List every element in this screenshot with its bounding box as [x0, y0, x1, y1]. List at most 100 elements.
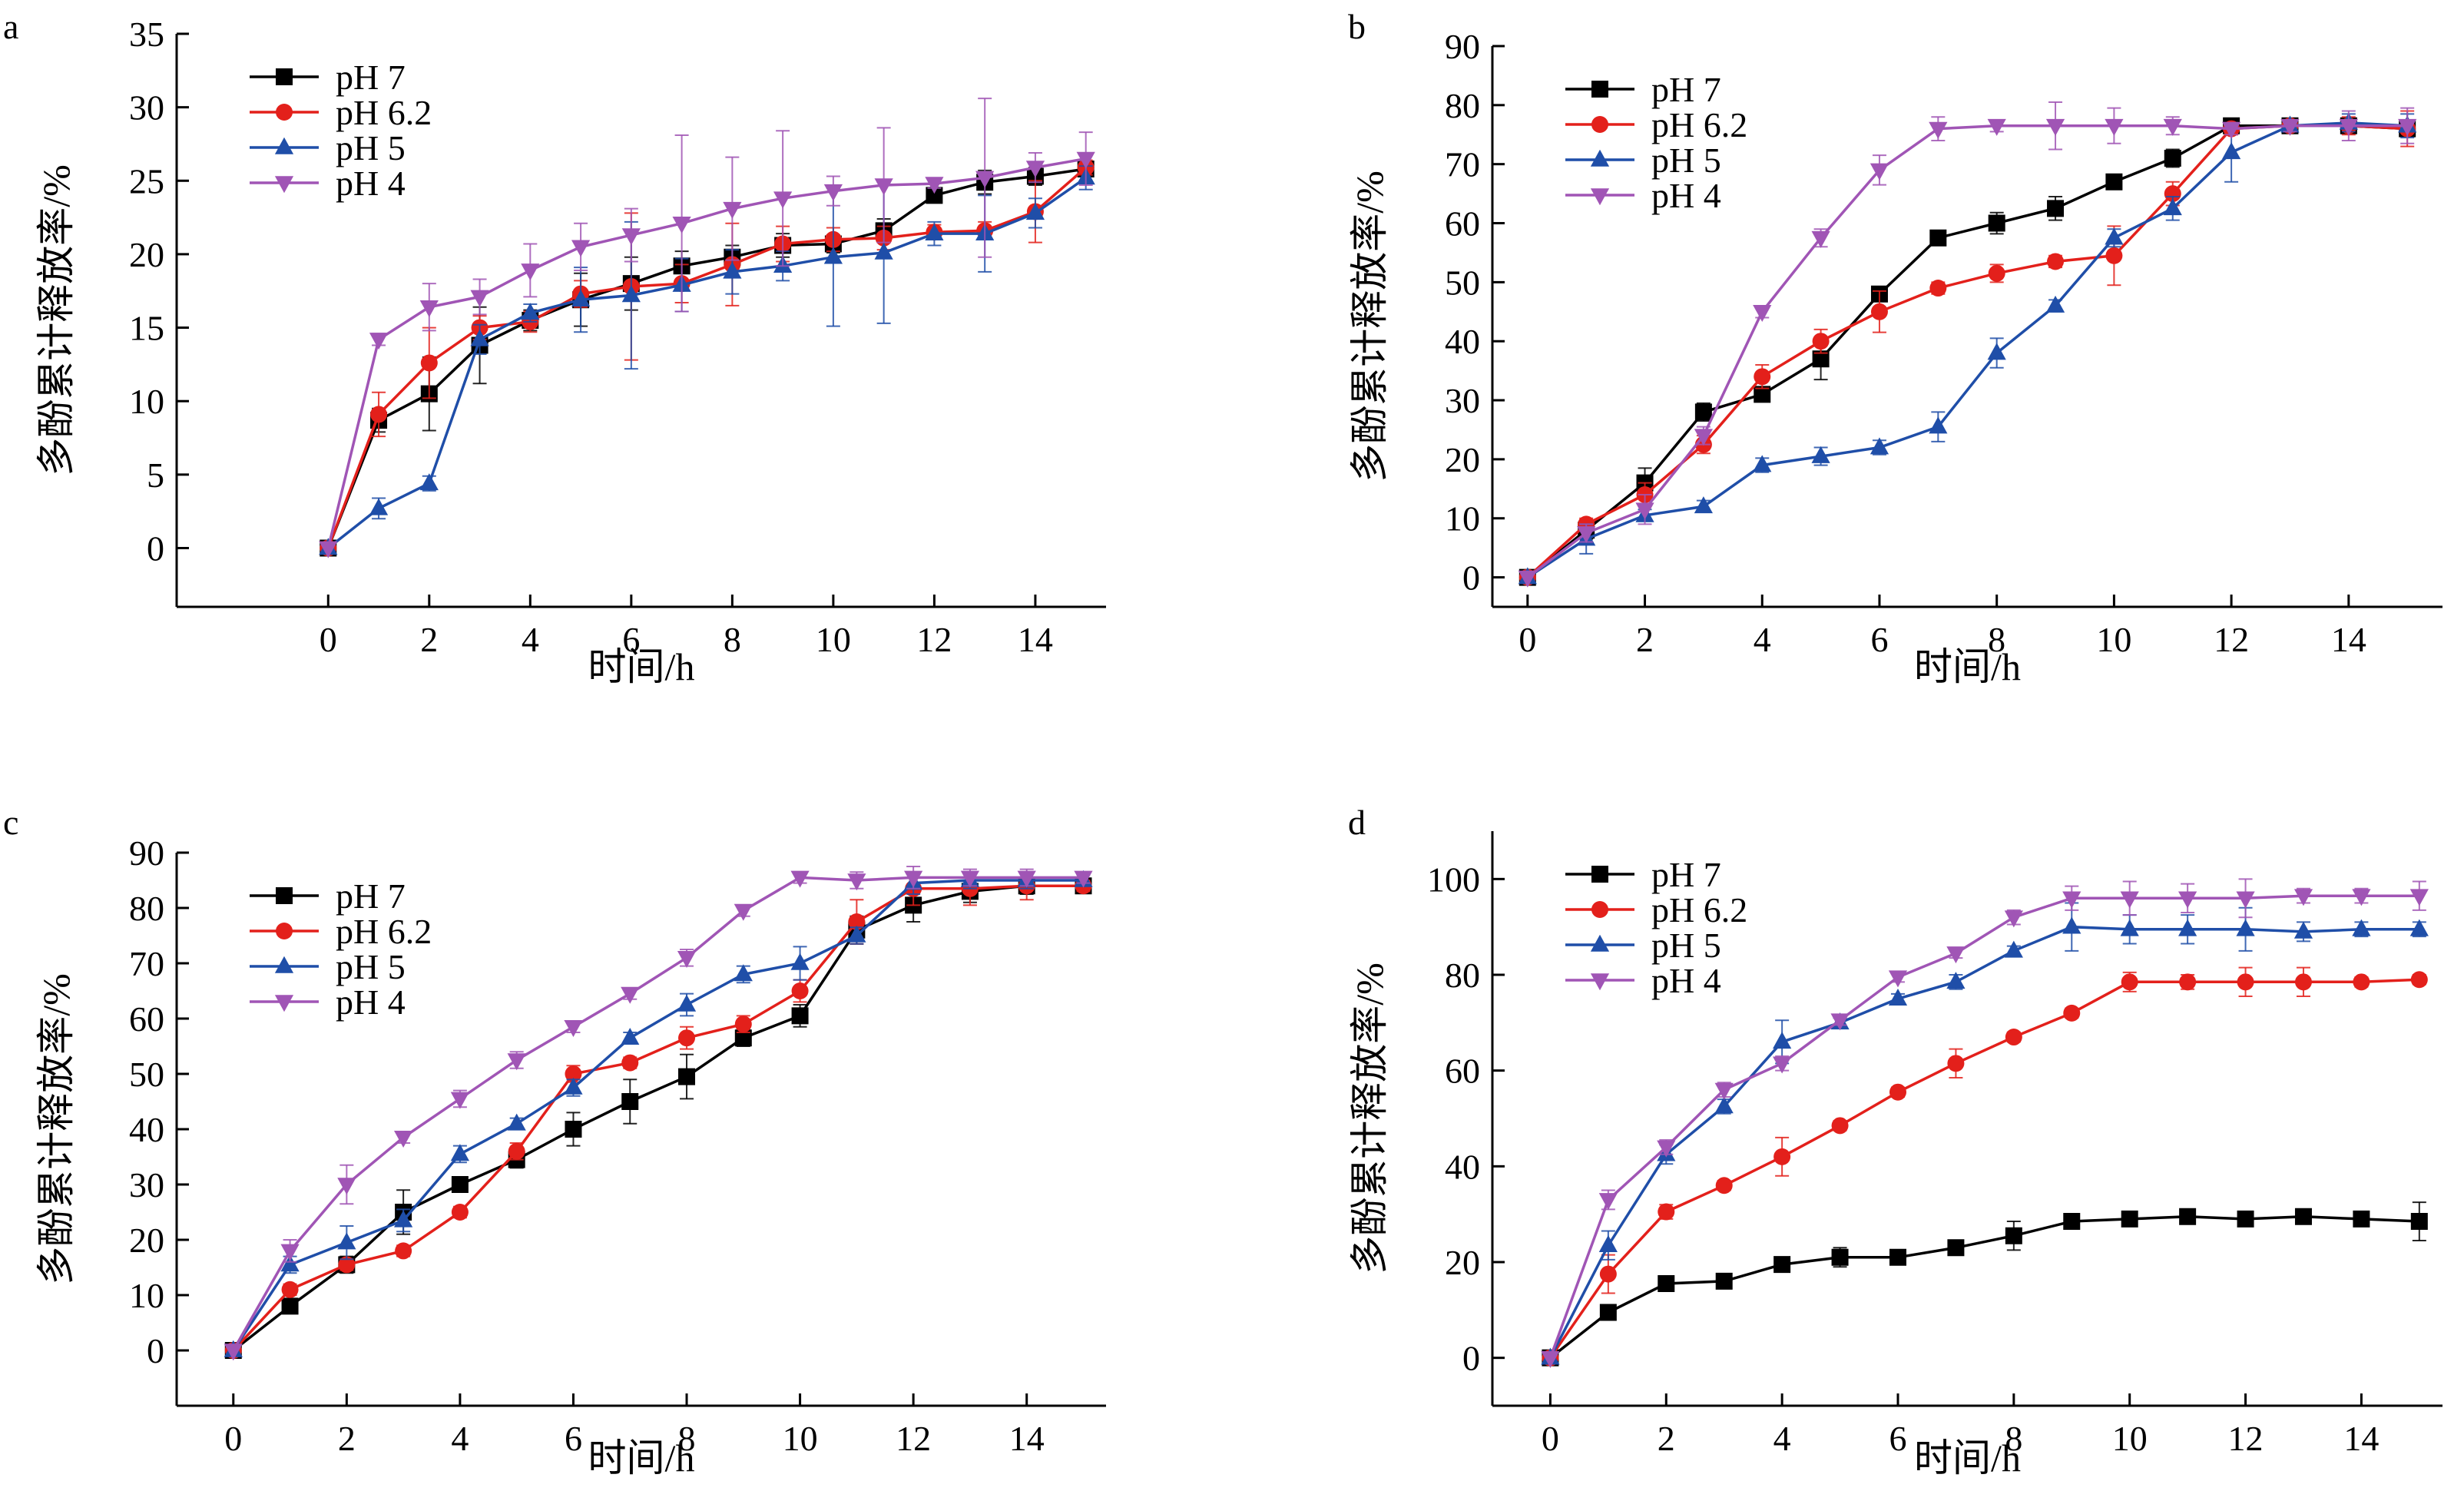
- y-tick-label: 80: [129, 889, 164, 928]
- series-line: [327, 177, 1087, 549]
- x-tick-label: 12: [896, 1419, 931, 1458]
- data-point: [450, 1144, 470, 1161]
- y-tick-label: 25: [129, 161, 164, 200]
- data-point: [773, 191, 793, 209]
- legend-marker: [276, 923, 293, 939]
- data-point: [621, 1028, 640, 1045]
- chart-b: b 0 10 20 30 40 50 60 70 80 90 0 2 4 6 8 10 12 14 时间/h 多酚累计释…: [1348, 7, 2442, 688]
- series-line: [232, 876, 1084, 1351]
- series-ph-5: [319, 165, 1095, 555]
- data-point: [2063, 1213, 2081, 1231]
- x-tick-label: 0: [1518, 620, 1536, 659]
- series-line: [326, 166, 1087, 549]
- data-point: [571, 290, 591, 307]
- data-point: [1988, 264, 2005, 282]
- legend-label: pH 6.2: [1651, 890, 1747, 929]
- data-point: [394, 1210, 413, 1228]
- y-tick-label: 0: [1462, 1339, 1480, 1378]
- x-tick-label: 14: [2331, 620, 2366, 659]
- data-point: [1831, 1248, 1849, 1266]
- data-point: [1541, 1350, 1560, 1368]
- data-point: [621, 1054, 639, 1072]
- x-tick-label: 8: [2005, 1419, 2022, 1458]
- series-ph-4: [224, 866, 1093, 1361]
- data-point: [2353, 1210, 2370, 1228]
- legend-marker: [276, 68, 293, 85]
- legend-label: pH 4: [1651, 961, 1721, 1000]
- series-line: [1548, 925, 2419, 1359]
- data-point: [1025, 203, 1045, 220]
- legend-marker: [274, 176, 294, 194]
- y-tick-label: 100: [1427, 860, 1480, 899]
- data-point: [2352, 889, 2371, 906]
- data-point: [1657, 1140, 1676, 1158]
- y-tick-label: 0: [1462, 558, 1480, 598]
- x-tick-label: 2: [420, 620, 438, 659]
- legend-marker: [1590, 973, 1610, 991]
- data-point: [2294, 973, 2312, 991]
- series-ph-7: [1542, 1201, 2428, 1367]
- legend-marker: [276, 887, 293, 904]
- series-line: [1526, 121, 2408, 579]
- y-tick-label: 20: [1445, 440, 1480, 479]
- y-tick-label: 60: [129, 999, 164, 1039]
- x-axis-title: 时间/h: [1914, 1436, 2021, 1479]
- data-point: [2163, 118, 2182, 136]
- data-point: [1076, 151, 1095, 169]
- data-point: [904, 870, 923, 888]
- data-point: [1753, 304, 1772, 322]
- x-tick-label: 4: [1754, 620, 1771, 659]
- y-tick-label: 0: [147, 1331, 164, 1370]
- data-point: [621, 1093, 639, 1110]
- data-point: [1715, 1177, 1733, 1194]
- legend-marker: [1590, 934, 1610, 952]
- data-point: [2294, 1208, 2312, 1225]
- x-tick-label: 4: [522, 620, 539, 659]
- data-point: [319, 541, 338, 558]
- data-point: [2409, 889, 2429, 906]
- legend-label: pH 6.2: [336, 93, 432, 132]
- series-ph-5: [1541, 902, 2429, 1365]
- data-point: [2178, 919, 2197, 936]
- y-tick-label: 70: [129, 944, 164, 983]
- y-tick-label: 10: [1445, 499, 1480, 538]
- x-tick-label: 2: [1658, 1419, 1675, 1458]
- data-point: [2105, 247, 2123, 264]
- x-tick-label: 10: [816, 620, 851, 659]
- data-point: [470, 329, 489, 346]
- data-point: [1947, 1239, 1965, 1257]
- x-tick-label: 0: [320, 620, 337, 659]
- data-point: [734, 1016, 752, 1033]
- data-point: [1518, 570, 1537, 588]
- data-point: [2222, 121, 2241, 139]
- data-point: [521, 263, 540, 281]
- data-point: [337, 1232, 356, 1250]
- data-point: [848, 913, 866, 930]
- y-tick-label: 10: [129, 1276, 164, 1315]
- data-point: [571, 240, 591, 257]
- data-point: [394, 1131, 413, 1148]
- series-line: [1526, 124, 2408, 578]
- x-tick-label: 10: [783, 1419, 818, 1458]
- legend-marker: [274, 956, 294, 973]
- data-point: [2237, 973, 2254, 991]
- x-axis-title: 时间/h: [588, 1436, 695, 1479]
- data-point: [1870, 163, 1889, 181]
- x-axis-title: 时间/h: [1914, 645, 2021, 688]
- chart-d: d 0 20 40 60 80 100 0 2 4 6 8 10 12 14 时间/h 多酚累计释放率/% pH …: [1348, 803, 2442, 1479]
- data-point: [2120, 919, 2139, 936]
- x-tick-label: 10: [2096, 620, 2131, 659]
- data-point: [723, 201, 742, 219]
- data-point: [1025, 161, 1045, 178]
- x-tick-label: 8: [724, 620, 741, 659]
- data-point: [369, 333, 389, 350]
- data-point: [2164, 185, 2181, 203]
- legend-label: pH 5: [336, 947, 406, 986]
- data-point: [2293, 921, 2313, 939]
- data-point: [925, 177, 944, 194]
- data-point: [1929, 416, 1948, 434]
- data-point: [2163, 198, 2182, 216]
- legend-label: pH 5: [336, 128, 406, 167]
- data-point: [450, 1092, 470, 1109]
